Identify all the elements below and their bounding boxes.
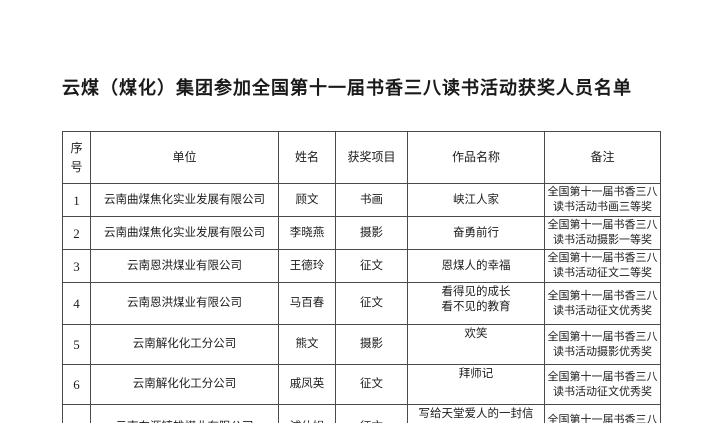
table-row: 5 云南解化化工分公司 熊文 摄影 欢笑 全国第十一届书香三八读书活动摄影优秀奖 <box>62 324 661 365</box>
page-title: 云煤（煤化）集团参加全国第十一届书香三八读书活动获奖人员名单 <box>62 78 632 98</box>
awards-table-body: 1 云南曲煤焦化实业发展有限公司 顾文 书画 峡江人家 全国第十一届书香三八读书… <box>62 183 661 423</box>
header-serial-number: 序号 <box>62 131 91 184</box>
cell-remark: 全国第十一届书香三八读书活动征文优秀奖 <box>544 364 661 405</box>
cell-work-title: 拜师记 <box>407 364 545 405</box>
cell-award-category: 征文 <box>335 249 408 283</box>
header-remark: 备注 <box>544 131 661 184</box>
cell-unit: 云南解化化工分公司 <box>90 324 279 365</box>
cell-remark: 全国第十一届书香三八读书活动征文二等奖 <box>544 249 661 283</box>
cell-unit: 云南恩洪煤业有限公司 <box>90 249 279 283</box>
header-row: 序号 单位 姓名 获奖项目 作品名称 备注 <box>62 131 661 184</box>
cell-name: 马百春 <box>278 282 336 325</box>
cell-award-category: 征文 <box>335 282 408 325</box>
table-row: 2 云南曲煤焦化实业发展有限公司 李晓燕 摄影 奋勇前行 全国第十一届书香三八读… <box>62 216 661 250</box>
cell-award-category: 书画 <box>335 183 408 217</box>
header-unit: 单位 <box>90 131 279 184</box>
awards-table-header: 序号 单位 姓名 获奖项目 作品名称 备注 <box>62 131 661 184</box>
cell-serial-number: 3 <box>62 249 91 283</box>
table-row: 6 云南解化化工分公司 戚凤英 征文 拜师记 全国第十一届书香三八读书活动征文优… <box>62 364 661 405</box>
cell-unit: 云南曲煤焦化实业发展有限公司 <box>90 183 279 217</box>
cell-serial-number: 1 <box>62 183 91 217</box>
cell-serial-number: 5 <box>62 324 91 365</box>
cell-award-category: 摄影 <box>335 216 408 250</box>
cell-award-category: 征文 <box>335 364 408 405</box>
cell-work-title: 看得见的成长 看不见的教育 <box>407 282 545 325</box>
cell-remark: 全国第十一届书香三八读书活动书画三等奖 <box>544 183 661 217</box>
header-name: 姓名 <box>278 131 336 184</box>
cell-remark: 全国第十一届书香三八读书活动摄影一等奖 <box>544 216 661 250</box>
cell-serial-number: 7 <box>62 404 91 423</box>
cell-work-title: 峡江人家 <box>407 183 545 217</box>
cell-name: 戚凤英 <box>278 364 336 405</box>
table-row: 4 云南恩洪煤业有限公司 马百春 征文 看得见的成长 看不见的教育 全国第十一届… <box>62 282 661 325</box>
cell-name: 熊文 <box>278 324 336 365</box>
cell-award-category: 摄影 <box>335 324 408 365</box>
awards-table: 序号 单位 姓名 获奖项目 作品名称 备注 1 云南曲煤焦化实业发展有限公司 顾… <box>62 131 661 423</box>
cell-remark: 全国第十一届书香三八读书活动征文优秀奖 <box>544 282 661 325</box>
cell-serial-number: 6 <box>62 364 91 405</box>
cell-name: 顾文 <box>278 183 336 217</box>
cell-remark: 全国第十一届书香三八读书活动摄影优秀奖 <box>544 324 661 365</box>
table-row: 3 云南恩洪煤业有限公司 王德玲 征文 恩煤人的幸福 全国第十一届书香三八读书活… <box>62 249 661 283</box>
cell-serial-number: 4 <box>62 282 91 325</box>
cell-name: 李晓燕 <box>278 216 336 250</box>
cell-work-title: 恩煤人的幸福 <box>407 249 545 283</box>
cell-serial-number: 2 <box>62 216 91 250</box>
cell-unit: 云南解化化工分公司 <box>90 364 279 405</box>
cell-work-title: 奋勇前行 <box>407 216 545 250</box>
cell-name: 王德玲 <box>278 249 336 283</box>
cell-unit: 云南东源镇雄煤业有限公司 <box>90 404 279 423</box>
table-row: 1 云南曲煤焦化实业发展有限公司 顾文 书画 峡江人家 全国第十一届书香三八读书… <box>62 183 661 217</box>
cell-unit: 云南恩洪煤业有限公司 <box>90 282 279 325</box>
cell-award-category: 征文 <box>335 404 408 423</box>
cell-remark: 全国第十一届书香三八读书活动征文优秀奖 <box>544 404 661 423</box>
cell-work-title: 欢笑 <box>407 324 545 365</box>
header-work-title: 作品名称 <box>407 131 545 184</box>
cell-name: 浦仕娟 <box>278 404 336 423</box>
cell-unit: 云南曲煤焦化实业发展有限公司 <box>90 216 279 250</box>
table-row: 7 云南东源镇雄煤业有限公司 浦仕娟 征文 写给天堂爱人的一封信 全国第十一届书… <box>62 404 661 423</box>
cell-work-title: 写给天堂爱人的一封信 <box>407 404 545 423</box>
header-award-category: 获奖项目 <box>335 131 408 184</box>
